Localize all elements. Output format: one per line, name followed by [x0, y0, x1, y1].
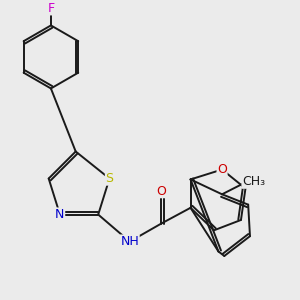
Text: CH₃: CH₃	[242, 175, 265, 188]
Text: N: N	[55, 208, 64, 221]
Text: S: S	[106, 172, 113, 185]
Text: O: O	[156, 184, 166, 198]
Text: O: O	[217, 163, 227, 176]
Text: F: F	[47, 2, 55, 15]
Text: NH: NH	[120, 235, 139, 248]
